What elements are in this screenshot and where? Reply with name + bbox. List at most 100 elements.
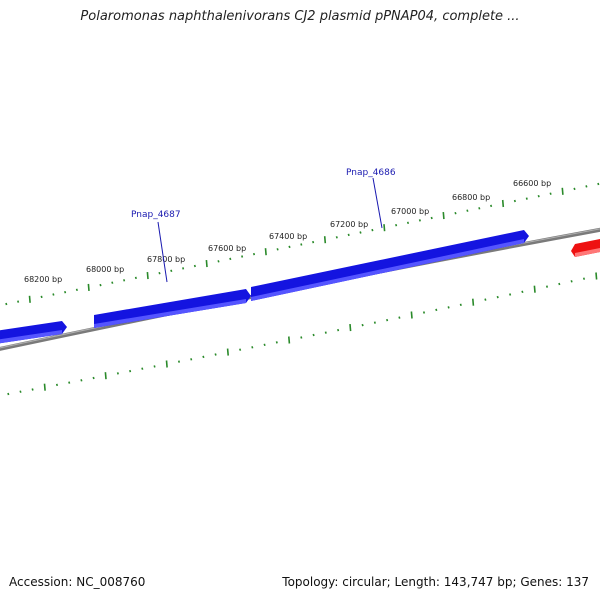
ruler-minor-tick [263,343,266,347]
ruler-minor-tick [597,182,600,186]
ruler-minor-tick [68,381,71,384]
ruler-minor-tick [582,277,586,280]
ruler-minor-tick [435,308,438,312]
ruler-major-tick [104,372,107,380]
ruler-minor-tick [459,303,462,307]
accession-label: Accession: NC_008760 [9,575,146,589]
ruler-minor-tick [525,197,528,200]
ruler-major-tick [288,336,291,344]
ruler-minor-tick [52,293,55,296]
gene-label-pnap-4687[interactable]: Pnap_4687 [131,210,181,220]
ruler-minor-tick [337,328,340,332]
ruler-major-tick [472,298,475,306]
ruler-minor-tick [190,358,193,361]
ruler-minor-tick [490,204,493,208]
gene-block-shadow [94,299,246,328]
ruler-minor-tick [447,306,450,309]
ruler-major-tick [501,199,505,208]
ruler-major-tick [561,187,564,195]
ruler-label: 66800 bp [452,193,490,202]
ruler-minor-tick [509,293,512,296]
ruler-minor-tick [558,282,561,286]
ruler-minor-tick [170,269,173,273]
ruler-minor-tick [418,219,421,222]
ruler-minor-tick [158,271,161,275]
ruler-minor-tick [19,390,22,393]
ruler-major-tick [165,360,168,368]
ruler-minor-tick [335,236,338,239]
map-title: Polaromonas naphthalenivorans CJ2 plasmi… [80,9,520,24]
ruler-minor-tick [549,192,552,195]
gene-label-pnap-4686[interactable]: Pnap_4686 [346,168,396,178]
ruler-minor-tick [513,199,516,203]
ruler-minor-tick [182,267,185,270]
ruler-minor-tick [521,290,524,294]
ruler-lower [7,272,598,396]
ruler-minor-tick [288,245,291,249]
ruler-minor-tick [496,295,499,299]
ruler-label: 66600 bp [513,179,551,188]
ruler-major-tick [87,283,90,291]
ruler-minor-tick [7,392,10,396]
ruler-minor-tick [275,341,278,344]
ruler-minor-tick [177,360,181,363]
ruler-minor-tick [92,376,95,380]
ruler-minor-tick [545,285,549,288]
ruler-minor-tick [252,252,256,256]
ruler-minor-tick [570,280,573,283]
ruler-major-tick [264,248,267,256]
gene-label-leader [372,177,383,229]
ruler-minor-tick [454,211,457,215]
ruler-minor-tick [40,295,43,299]
ruler-minor-tick [217,260,220,263]
ruler-minor-tick [5,302,8,306]
ruler-minor-tick [386,318,389,322]
gene-block-shadow [575,248,600,257]
ruler-minor-tick [55,383,59,387]
ruler-major-tick [226,348,229,356]
ruler-major-tick [442,212,445,220]
ruler-minor-tick [430,216,433,220]
ruler-major-tick [410,311,413,319]
ruler-minor-tick [422,311,426,314]
ruler-minor-tick [193,264,196,268]
ruler-minor-tick [129,369,132,373]
gene-label-leader [157,221,168,283]
ruler-label: 67800 bp [147,255,185,264]
ruler-upper [5,182,600,306]
ruler-major-tick [323,236,327,244]
ruler-minor-tick [99,283,102,287]
ruler-minor-tick [141,367,144,370]
ruler-minor-tick [573,187,576,191]
ruler-minor-tick [214,353,217,356]
ruler-minor-tick [312,333,315,337]
ruler-label: 67200 bp [330,220,368,229]
ruler-minor-tick [484,298,487,301]
gene-block-shadow [0,330,62,344]
ruler-minor-tick [116,372,119,375]
ruler-minor-tick [466,209,469,212]
ruler-minor-tick [347,233,350,237]
ruler-label: 68200 bp [24,275,62,284]
ruler-minor-tick [134,276,137,280]
ruler-label: 68000 bp [86,265,124,274]
ruler-minor-tick [537,194,540,198]
ruler-minor-tick [371,228,374,232]
ruler-minor-tick [31,388,34,391]
ruler-minor-tick [111,281,114,284]
topology-stats: Topology: circular; Length: 143,747 bp; … [282,575,589,589]
ruler-label: 67600 bp [208,244,246,253]
ruler-minor-tick [300,336,303,339]
ruler-minor-tick [229,257,232,261]
ruler-minor-tick [123,279,126,282]
ruler-major-tick [595,272,598,280]
ruler-minor-tick [361,323,364,327]
ruler-minor-tick [80,379,83,382]
ruler-minor-tick [585,185,588,188]
ruler-minor-tick [241,255,244,258]
ruler-major-tick [146,272,149,280]
ruler-minor-tick [324,331,327,334]
ruler-minor-tick [75,288,78,292]
ruler-minor-tick [64,290,67,294]
